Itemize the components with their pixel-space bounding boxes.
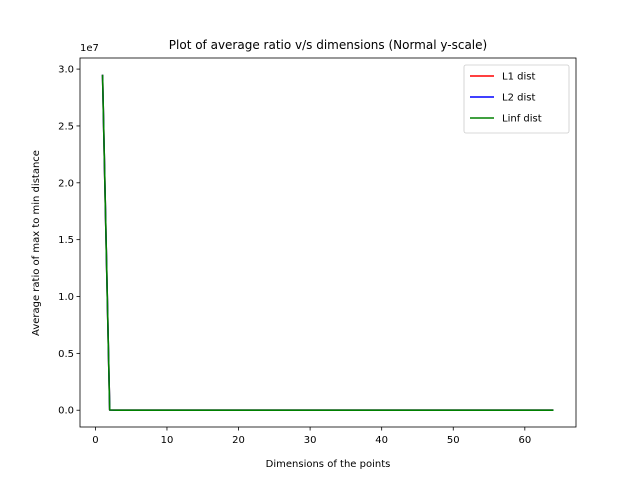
legend-label-l1-dist: L1 dist <box>502 72 535 83</box>
y-tick-label: 2.0 <box>58 178 74 189</box>
y-tick-label: 0.5 <box>58 349 74 360</box>
y-offset-label: 1e7 <box>80 43 99 54</box>
x-tick-label: 30 <box>304 435 317 446</box>
y-tick-label: 1.0 <box>58 292 74 303</box>
x-tick-label: 40 <box>375 435 388 446</box>
x-tick-label: 10 <box>161 435 174 446</box>
legend-box <box>463 64 570 134</box>
plot-frame <box>79 57 577 428</box>
y-axis-label: Average ratio of max to min distance <box>31 150 42 336</box>
series-line-linf-dist <box>101 74 554 412</box>
plot-area <box>79 57 577 428</box>
x-axis-ticks: 0 10 20 30 40 50 60 <box>92 427 531 446</box>
legend-label-l2-dist: L2 dist <box>502 93 535 104</box>
y-tick-label: 2.5 <box>58 121 74 132</box>
y-tick-label: 0.0 <box>58 406 74 417</box>
legend: L1 dist L2 dist Linf dist <box>463 64 570 134</box>
x-tick-label: 20 <box>232 435 245 446</box>
x-tick-label: 60 <box>518 435 531 446</box>
y-tick-label: 3.0 <box>58 65 74 76</box>
legend-label-linf-dist: Linf dist <box>502 114 542 125</box>
y-axis-ticks: 0.0 0.5 1.0 1.5 2.0 2.5 3.0 <box>58 65 80 417</box>
chart-title: Plot of average ratio v/s dimensions (No… <box>169 38 487 52</box>
x-tick-label: 50 <box>447 435 460 446</box>
x-tick-label: 0 <box>92 435 98 446</box>
x-axis-label: Dimensions of the points <box>266 459 391 470</box>
y-tick-label: 1.5 <box>58 235 74 246</box>
